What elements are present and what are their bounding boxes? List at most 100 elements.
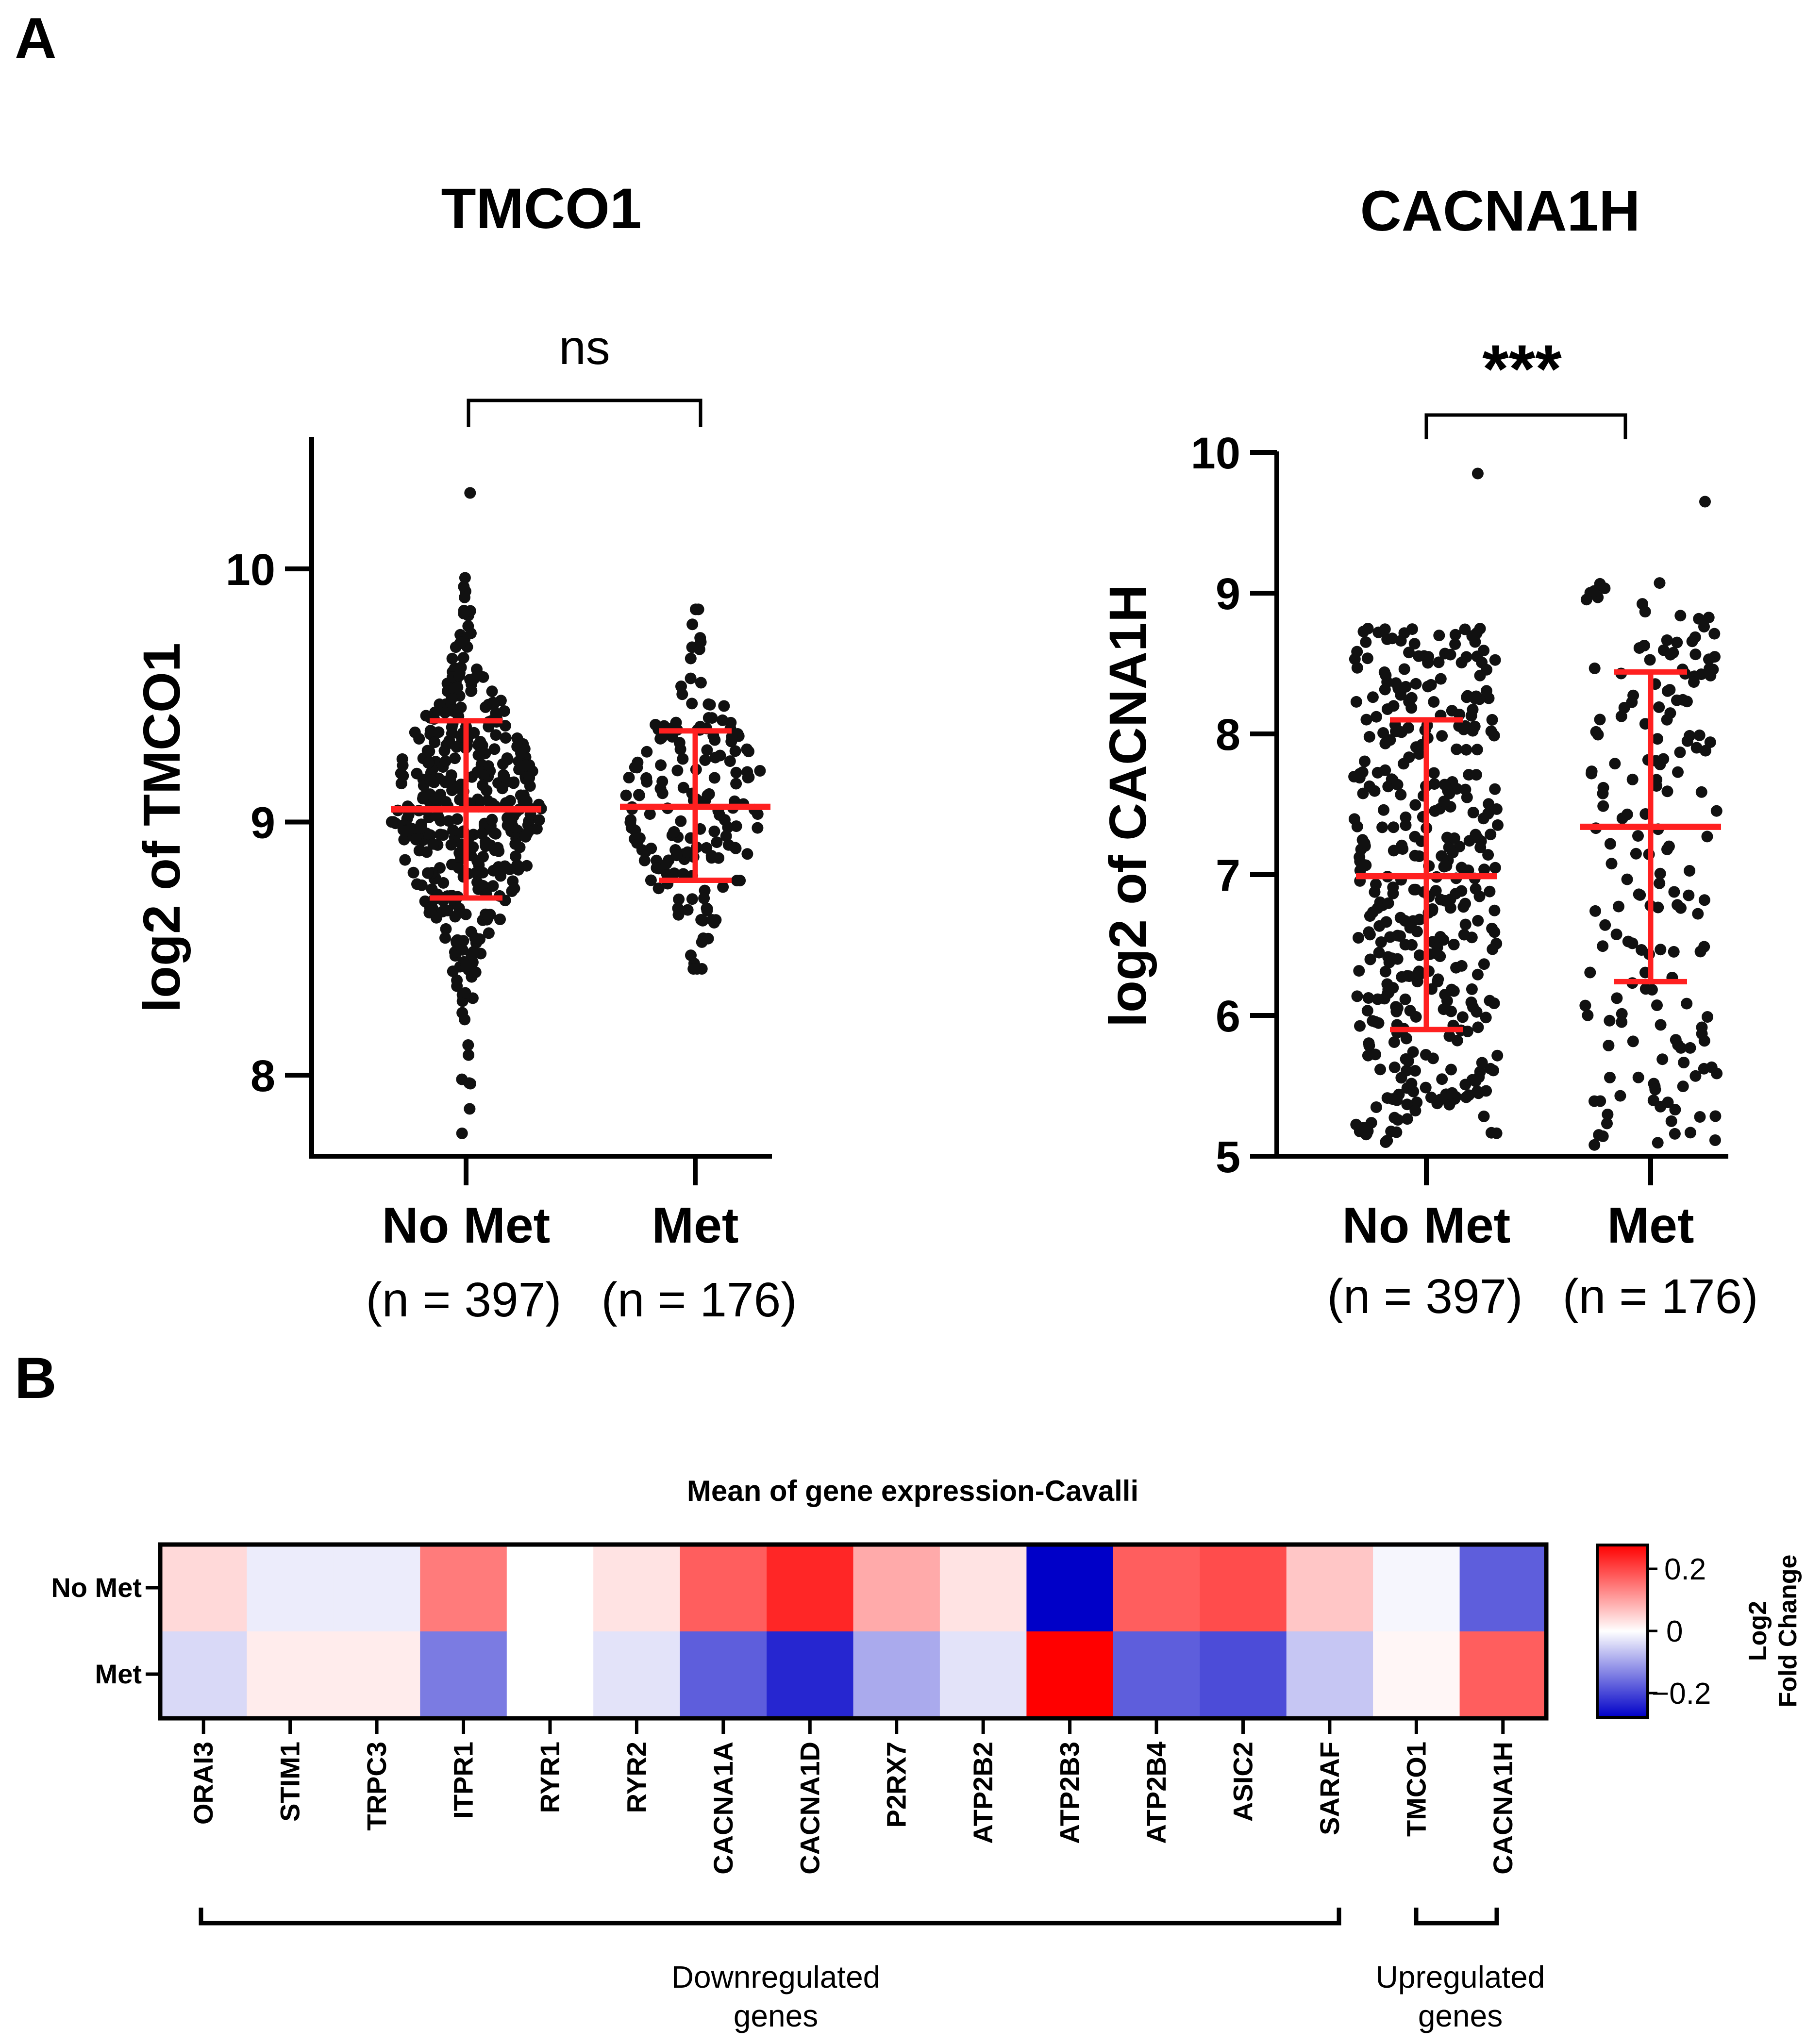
cacna1h-data-point xyxy=(1456,1011,1469,1023)
cacna1h-data-point xyxy=(1485,725,1497,737)
cacna1h-data-point xyxy=(1379,737,1391,749)
cacna1h-data-point xyxy=(1616,812,1628,824)
tmco1-data-point xyxy=(633,789,645,801)
cacna1h-data-point xyxy=(1472,968,1484,980)
cacna1h-data-point xyxy=(1455,960,1468,972)
tmco1-y-tick-label-10: 10 xyxy=(226,545,275,595)
cacna1h-y-tick-label-10: 10 xyxy=(1191,429,1240,478)
cacna1h-data-point xyxy=(1420,1081,1432,1094)
heatmap-cell xyxy=(1026,1631,1114,1718)
cacna1h-data-point xyxy=(1710,805,1722,817)
cacna1h-data-point xyxy=(1589,1139,1601,1151)
cacna1h-data-point xyxy=(1589,905,1601,917)
cacna1h-data-point xyxy=(1369,785,1381,797)
cacna1h-data-point xyxy=(1681,997,1693,1010)
cacna1h-data-point xyxy=(1706,1061,1718,1073)
cacna1h-data-point xyxy=(1480,1085,1492,1097)
tmco1-data-point xyxy=(754,765,766,777)
cacna1h-data-point xyxy=(1362,992,1374,1004)
tmco1-data-point xyxy=(487,880,499,892)
cacna1h-data-point xyxy=(1410,678,1422,690)
heatmap-gene-label-cacna1h: CACNA1H xyxy=(1488,1742,1518,1875)
heatmap-cell xyxy=(420,1631,507,1718)
cacna1h-data-point xyxy=(1694,1111,1706,1123)
tmco1-data-point xyxy=(717,881,729,893)
cacna1h-y-axis-label: log2 of CACNA1H xyxy=(1098,584,1157,1027)
cacna1h-data-point xyxy=(1689,1070,1702,1082)
cacna1h-data-point xyxy=(1599,582,1611,594)
heatmap-cell xyxy=(1286,1545,1373,1631)
cacna1h-data-point xyxy=(1404,1005,1416,1017)
cacna1h-data-point xyxy=(1695,786,1707,798)
cacna1h-data-point xyxy=(1381,1135,1393,1147)
cacna1h-data-point xyxy=(1704,736,1716,748)
cacna1h-data-point xyxy=(1472,467,1484,480)
tmco1-data-point xyxy=(713,852,725,864)
cacna1h-data-point xyxy=(1435,894,1447,906)
tmco1-data-point xyxy=(453,670,465,682)
heatmap-cell xyxy=(593,1545,681,1631)
tmco1-data-point xyxy=(459,591,470,603)
colorbar-label-neg: −0.2 xyxy=(1652,1677,1711,1711)
cacna1h-data-point xyxy=(1616,1016,1628,1028)
cacna1h-data-point xyxy=(1414,968,1426,980)
tmco1-data-point xyxy=(475,947,487,960)
heatmap-gene-label-atp2b2: ATP2B2 xyxy=(968,1742,998,1844)
tmco1-data-point xyxy=(424,774,436,786)
tmco1-data-point xyxy=(465,627,477,639)
tmco1-data-point xyxy=(695,914,707,926)
cacna1h-y-tick-label-7: 7 xyxy=(1216,851,1240,900)
tmco1-data-point xyxy=(477,779,489,791)
cacna1h-data-point xyxy=(1703,653,1715,665)
heatmap-cell xyxy=(853,1631,940,1718)
cacna1h-y-tick-label-5: 5 xyxy=(1216,1132,1240,1182)
tmco1-data-point xyxy=(455,636,467,648)
cacna1h-data-point xyxy=(1489,783,1501,795)
cacna1h-significance-label: *** xyxy=(1482,331,1562,407)
tmco1-data-point xyxy=(435,829,446,841)
cacna1h-data-point xyxy=(1602,1109,1614,1120)
heatmap-gene-label-p2rx7: P2RX7 xyxy=(881,1742,912,1828)
tmco1-data-point xyxy=(686,698,698,710)
cacna1h-data-point xyxy=(1400,1032,1412,1045)
cacna1h-data-point xyxy=(1471,744,1483,756)
cacna1h-chart-title: CACNA1H xyxy=(1360,179,1640,243)
tmco1-data-point xyxy=(439,932,451,944)
tmco1-data-point xyxy=(486,685,498,698)
cacna1h-data-point xyxy=(1693,729,1706,741)
tmco1-data-point xyxy=(446,652,458,665)
cacna1h-data-point xyxy=(1632,830,1644,842)
tmco1-data-point xyxy=(495,870,507,882)
cacna1h-data-point xyxy=(1480,1012,1492,1024)
heatmap-cell xyxy=(939,1631,1027,1718)
tmco1-data-point xyxy=(456,1127,468,1139)
cacna1h-data-point xyxy=(1470,769,1482,781)
cacna1h-data-point xyxy=(1690,742,1703,754)
tmco1-data-point xyxy=(672,902,684,914)
heatmap-cell xyxy=(247,1545,334,1631)
heatmap-gene-label-atp2b3: ATP2B3 xyxy=(1054,1742,1085,1844)
heatmap-gene-label-saraf: SARAF xyxy=(1314,1742,1345,1835)
tmco1-y-tick-label-8: 8 xyxy=(251,1051,275,1101)
cacna1h-data-point xyxy=(1363,1040,1375,1052)
tmco1-data-point xyxy=(468,673,480,685)
cacna1h-data-point xyxy=(1358,1121,1370,1133)
tmco1-n-label-no-met: (n = 397) xyxy=(366,1273,561,1327)
cacna1h-data-point xyxy=(1589,1095,1600,1107)
cacna1h-data-point xyxy=(1434,931,1446,943)
cacna1h-data-point xyxy=(1474,841,1487,853)
cacna1h-data-point xyxy=(1466,630,1478,642)
tmco1-data-point xyxy=(656,776,669,787)
heatmap-cell xyxy=(1026,1545,1114,1631)
tmco1-data-point xyxy=(462,1039,474,1051)
tmco1-data-point xyxy=(523,772,535,784)
cacna1h-data-point xyxy=(1400,681,1412,693)
cacna1h-data-point xyxy=(1361,1005,1373,1017)
tmco1-data-point xyxy=(446,693,458,705)
tmco1-data-point xyxy=(685,652,697,665)
cacna1h-data-point xyxy=(1661,785,1673,798)
cacna1h-data-point xyxy=(1369,1016,1381,1028)
tmco1-data-point xyxy=(422,757,434,769)
tmco1-data-point xyxy=(511,732,523,744)
tmco1-data-point xyxy=(432,810,444,822)
